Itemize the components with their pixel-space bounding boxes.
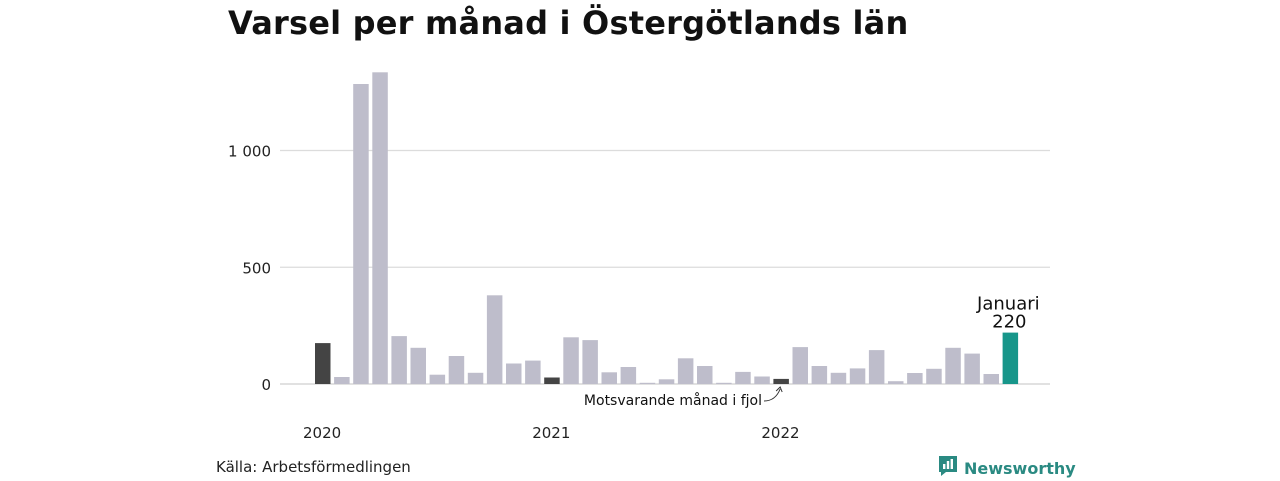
annotation-arrowhead	[775, 386, 783, 393]
bar	[907, 373, 923, 384]
y-tick-label: 0	[261, 376, 271, 394]
bar-chart: 0 500 1 000 2020 2021 2022 Motsvarande månad …	[228, 72, 1050, 443]
axis-labels: 0 500 1 000 2020 2021 2022	[228, 143, 800, 443]
bar	[754, 376, 770, 384]
x-year-label: 2021	[532, 424, 570, 442]
bar	[811, 366, 828, 384]
bar	[945, 347, 961, 384]
bar	[697, 366, 713, 384]
bar	[983, 374, 999, 384]
bar	[735, 371, 751, 384]
bar	[773, 378, 789, 384]
bar	[429, 374, 446, 384]
bar	[716, 382, 732, 384]
bar	[448, 356, 465, 384]
annotation-arrow	[763, 388, 781, 402]
bar	[830, 372, 847, 384]
bar	[563, 337, 579, 384]
bar	[582, 340, 598, 384]
bars	[315, 72, 1019, 385]
current-month-label: Januari	[976, 294, 1040, 315]
bar	[391, 336, 407, 384]
bar	[926, 368, 942, 384]
bar	[334, 377, 350, 384]
bar	[410, 347, 426, 384]
bar	[677, 358, 694, 384]
bar	[372, 72, 388, 385]
bar	[639, 382, 656, 384]
source-note: Källa: Arbetsförmedlingen	[216, 458, 411, 476]
bar	[658, 379, 675, 384]
bar	[620, 367, 637, 384]
bar	[868, 350, 885, 384]
brand-logo: Newsworthy	[938, 455, 1076, 481]
newsworthy-logo-icon	[938, 455, 958, 481]
bar	[964, 353, 980, 384]
y-tick-label: 500	[242, 259, 271, 277]
bar	[486, 295, 503, 384]
bar	[601, 372, 617, 384]
same-month-annotation: Motsvarande månad i fjol	[584, 392, 762, 409]
x-year-label: 2020	[303, 424, 341, 442]
y-tick-label: 1 000	[228, 143, 271, 161]
bar	[315, 343, 331, 384]
bar	[506, 363, 522, 384]
bar	[1002, 332, 1019, 384]
current-value-label: 220	[992, 312, 1026, 333]
bar	[525, 360, 541, 384]
brand-name: Newsworthy	[964, 458, 1076, 478]
bar	[353, 84, 369, 384]
x-year-label: 2022	[761, 424, 799, 442]
bar	[849, 368, 866, 384]
bar	[544, 377, 560, 384]
bar	[792, 347, 808, 384]
bar	[888, 381, 904, 384]
chart-title: Varsel per månad i Östergötlands län	[228, 4, 909, 42]
bar	[467, 372, 484, 384]
